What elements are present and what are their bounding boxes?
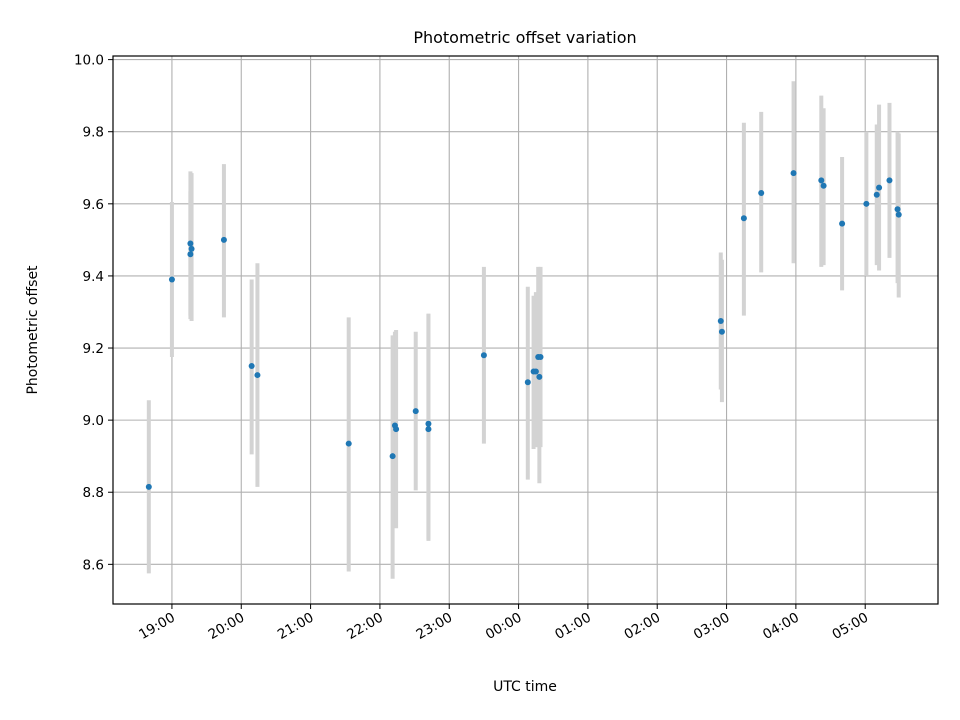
data-point (412, 408, 419, 415)
data-point (187, 251, 194, 258)
data-point (480, 352, 487, 359)
data-point (537, 354, 544, 361)
data-point (425, 426, 432, 433)
data-point (536, 373, 543, 380)
data-point (886, 177, 893, 184)
data-point (345, 440, 352, 447)
plot-frame (112, 55, 939, 605)
y-axis-label: Photometric offset (25, 265, 41, 395)
x-axis-label: UTC time (493, 679, 557, 695)
data-point (168, 276, 175, 283)
y-tick-label: 8.8 (83, 485, 104, 501)
data-point (895, 211, 902, 218)
data-point (393, 426, 400, 433)
y-tick-label: 9.0 (83, 413, 104, 429)
data-point (873, 191, 880, 198)
data-point (248, 363, 255, 370)
y-tick-label: 9.2 (83, 341, 104, 357)
grid (113, 56, 938, 604)
data-point (820, 182, 827, 189)
y-axis-ticks: 8.6 8.8 9.0 9.2 9.4 9.6 9.8 10.0 (74, 53, 113, 573)
data-point (187, 240, 194, 247)
data-point (876, 184, 883, 191)
data-point (532, 368, 539, 375)
data-point (425, 420, 432, 427)
y-tick-label: 9.8 (83, 125, 104, 141)
y-tick-label: 9.6 (83, 197, 104, 213)
y-tick-label: 10.0 (74, 53, 104, 69)
plot-area (113, 56, 938, 604)
data-point (389, 453, 396, 460)
data-point (790, 170, 797, 177)
data-point (524, 379, 531, 386)
data-point (188, 245, 195, 252)
data-point (863, 200, 870, 207)
data-point (220, 236, 227, 243)
data-points (145, 170, 902, 490)
data-point (894, 206, 901, 213)
chart-title: Photometric offset variation (413, 28, 636, 47)
data-point (718, 328, 725, 335)
data-point (839, 220, 846, 227)
data-point (254, 372, 261, 379)
data-point (818, 177, 825, 184)
data-point (758, 190, 765, 196)
data-point (740, 215, 747, 222)
data-point (145, 483, 152, 490)
y-tick-label: 9.4 (83, 269, 104, 285)
y-tick-label: 8.6 (83, 557, 104, 573)
data-point (717, 317, 724, 324)
